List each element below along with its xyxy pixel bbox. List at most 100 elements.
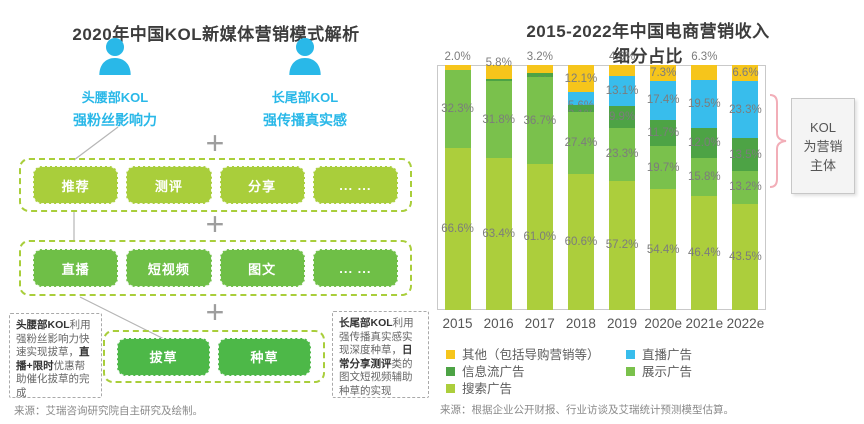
segment-value-label: 54.4%	[646, 243, 680, 256]
segment-value-label: 12.0%	[688, 136, 721, 149]
callout-text: 利用强粉丝影响力快速实现拔草，	[16, 319, 91, 358]
callout-tail-kol: 长尾部KOL利用强传播真实感实现深度种草，日常分享测评类的图文短视频辅助种草的实…	[332, 311, 429, 398]
segment-value-label: 61.0%	[523, 231, 557, 244]
x-axis-label: 2019	[607, 316, 638, 331]
segment-value-label: 13.5%	[729, 148, 762, 161]
right-panel: 2015-2022年中国电商营销收入 细分占比 2.0% 32.3% 66.6% 20…	[432, 0, 864, 424]
segment-value-label: 66.6%	[441, 223, 474, 236]
bar-segment	[485, 157, 512, 310]
bar-segment	[444, 65, 471, 70]
x-axis-label: 2020e	[644, 316, 682, 331]
bar-segment	[567, 104, 594, 112]
flow-button: 测评	[126, 166, 212, 204]
bar-segment	[609, 180, 636, 310]
legend-item: 信息流广告	[446, 361, 525, 380]
segment-value-label: 43.5%	[729, 250, 762, 263]
segment-value-label: 13.1%	[605, 84, 639, 97]
bar-segment	[732, 138, 759, 172]
bar-segment	[526, 72, 553, 77]
segment-value-label: 7.3%	[650, 67, 677, 80]
flow-row-goals: 拔草 种草	[103, 330, 325, 383]
flow-button: 直播	[33, 249, 119, 287]
persona-0: 头腰部KOL 强粉丝影响力	[55, 38, 175, 130]
person-icon	[99, 38, 131, 76]
left-title: 2020年中国KOL新媒体营销模式解析	[72, 25, 360, 45]
bar-segment	[526, 65, 553, 73]
flow-button: 图文	[219, 249, 305, 287]
x-axis-label: 2022e	[726, 316, 765, 331]
segment-value-label: 12.1%	[564, 72, 598, 85]
callout-text-bold: 直播+限时	[16, 346, 90, 372]
bar-segment	[444, 148, 471, 310]
segment-value-label: 36.7%	[523, 114, 557, 127]
segment-value-label: 4.9%	[608, 51, 636, 63]
kol-callout-box: KOL 为营销 主体	[791, 98, 855, 194]
segment-value-label: 9.9%	[608, 110, 636, 123]
chart-title-line1: 2015-2022年中国电商营销收入	[526, 22, 770, 42]
bar-segment	[691, 196, 718, 310]
bar-segment	[609, 128, 636, 181]
persona-name: 头腰部KOL	[81, 90, 149, 105]
bar-segment	[650, 65, 677, 82]
kol-callout-line: 主体	[809, 157, 836, 173]
callout-head-kol: 头腰部KOL利用强粉丝影响力快速实现拔草，直播+限时优惠帮助催化拔草的完成	[9, 313, 102, 399]
segment-value-label: 19.7%	[646, 161, 680, 174]
x-axis-label: 2021e	[685, 316, 724, 331]
flow-button: 拔草	[117, 337, 210, 376]
bar-segment	[732, 65, 759, 82]
plus-icon: +	[205, 206, 225, 242]
segment-value-label: 31.8%	[482, 113, 515, 126]
flow-button: ... ...	[312, 249, 398, 287]
segment-value-label: 11.7%	[647, 126, 680, 139]
legend-swatch	[626, 350, 635, 359]
plus-icon: +	[205, 294, 225, 330]
legend-item: 其他（包括导购营销等）	[446, 344, 600, 363]
flow-button: ... ...	[312, 166, 398, 204]
legend-item: 搜索广告	[446, 378, 512, 397]
segment-value-label: 17.4%	[646, 94, 680, 107]
segment-value-label: 32.3%	[441, 103, 474, 116]
flow-row-formats-top: 推荐 测评 分享... ...	[19, 158, 412, 212]
segment-value-label: 15.8%	[688, 170, 721, 183]
persona-trait: 强粉丝影响力	[73, 112, 157, 128]
x-axis-label: 2017	[524, 316, 555, 331]
segment-value-label: 6.3%	[691, 51, 718, 63]
segment-value-label: 6.6%	[732, 67, 759, 80]
segment-value-label: 46.4%	[688, 247, 721, 260]
segment-value-label: 57.2%	[605, 239, 639, 252]
segment-value-label: 13.2%	[729, 181, 762, 194]
bar-segment	[650, 189, 677, 310]
bar-segment	[691, 157, 718, 197]
x-axis-label: 2015	[442, 316, 473, 331]
persona-trait: 强传播真实感	[263, 112, 347, 128]
bar-segment	[609, 65, 636, 77]
legend-item: 直播广告	[626, 344, 692, 363]
callout-text-bold: 日常分享测评	[339, 344, 413, 370]
right-source: 来源：根据企业公开财报、行业访谈及艾瑞统计预测模型估算。	[440, 404, 734, 416]
callout-text-bold: 长尾部KOL	[339, 317, 393, 329]
bar-segment	[732, 81, 759, 139]
flow-button: 推荐	[33, 166, 119, 204]
kol-callout-line: 为营销	[803, 138, 843, 154]
bar-segment	[567, 111, 594, 174]
flow-button: 种草	[218, 337, 311, 376]
x-axis-label: 2018	[565, 316, 596, 331]
x-axis-label: 2016	[483, 316, 514, 331]
callout-text-bold: 头腰部KOL	[16, 319, 70, 331]
plus-icon: +	[205, 125, 225, 161]
bar-segment	[444, 69, 471, 149]
legend-swatch	[446, 367, 455, 376]
left-source: 来源：艾瑞咨询研究院自主研究及绘制。	[14, 405, 203, 417]
segment-value-label: 19.5%	[688, 98, 721, 111]
bar-segment	[485, 78, 512, 82]
segment-value-label: 60.6%	[564, 235, 598, 248]
segment-value-label: 63.4%	[482, 227, 515, 240]
flow-row-formats-mid: 直播 短视频 图文... ...	[19, 240, 412, 296]
segment-value-label: 23.3%	[605, 148, 639, 161]
bar-segment	[650, 145, 677, 190]
bar-segment	[650, 119, 677, 146]
callout-text: 利用强传播真实感实现深度种草，	[339, 317, 414, 356]
bar-segment	[567, 92, 594, 105]
bar-segment	[609, 105, 636, 129]
flow-button: 短视频	[126, 249, 212, 287]
